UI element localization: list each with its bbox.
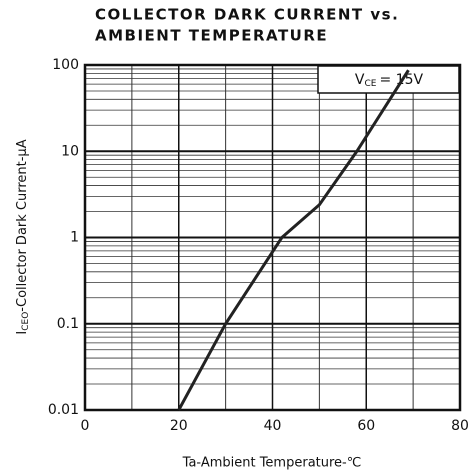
y-axis-label-sub: CEO <box>21 312 31 331</box>
y-axis-label-part: I <box>15 331 30 335</box>
x-tick-label: 0 <box>81 418 90 434</box>
x-tick-label: 60 <box>357 418 375 434</box>
x-tick-label: 20 <box>170 418 188 434</box>
x-tick-label: 80 <box>451 418 469 434</box>
y-tick-label: 100 <box>52 57 79 73</box>
data-line <box>177 69 410 411</box>
x-tick-label: 40 <box>264 418 282 434</box>
x-axis-label: Ta-Ambient Temperature-℃ <box>182 456 362 471</box>
y-tick-label: 10 <box>61 143 79 159</box>
plot-border <box>83 63 462 412</box>
annotation-part: V <box>355 72 365 88</box>
y-tick-label: 0.01 <box>48 402 79 418</box>
annotation-box <box>317 65 460 94</box>
chart-title: AMBIENT TEMPERATURE <box>95 27 328 45</box>
y-tick-label: 1 <box>70 230 79 246</box>
annotation-sub: CE <box>365 79 377 89</box>
chart-title: COLLECTOR DARK CURRENT vs. <box>95 6 399 24</box>
y-tick-label: 0.1 <box>57 316 79 332</box>
y-axis-label: ICEO-Collector Dark Current-μA <box>15 139 31 334</box>
y-axis-label-part: -Collector Dark Current-μA <box>15 139 30 311</box>
